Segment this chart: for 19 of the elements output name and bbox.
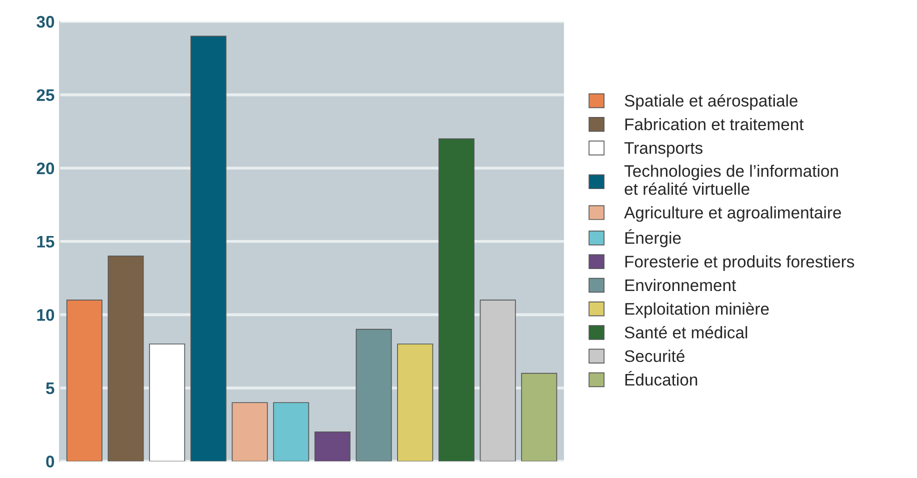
legend-label: Foresterie et produits forestiers <box>625 255 854 271</box>
y-tick-label: 25 <box>36 89 54 102</box>
legend-label: Securité <box>624 350 684 362</box>
y-tick-label: 10 <box>37 309 54 321</box>
legend-label: Santé et médical <box>624 326 748 338</box>
legend-label: Agriculture et agroalimentaire <box>624 206 841 222</box>
y-tick-label: 15 <box>37 236 54 248</box>
y-tick-label: 20 <box>36 162 54 174</box>
y-tick-label: 5 <box>46 382 54 394</box>
legend-label: Fabrication et traitement <box>625 118 804 130</box>
legend-label: Technologies de l’information et réalité virtuelle <box>624 164 838 195</box>
legend-label: Transports <box>624 142 702 158</box>
legend-label: Énergie <box>625 229 681 248</box>
y-tick-label: 30 <box>36 16 54 28</box>
legend-label: Exploitation minière <box>625 302 769 318</box>
legend-label: Éducation <box>625 371 698 386</box>
legend-label: Spatiale et aérospatiale <box>624 94 798 110</box>
legend-label: Environnement <box>625 278 736 292</box>
y-tick-label: 0 <box>46 456 54 468</box>
